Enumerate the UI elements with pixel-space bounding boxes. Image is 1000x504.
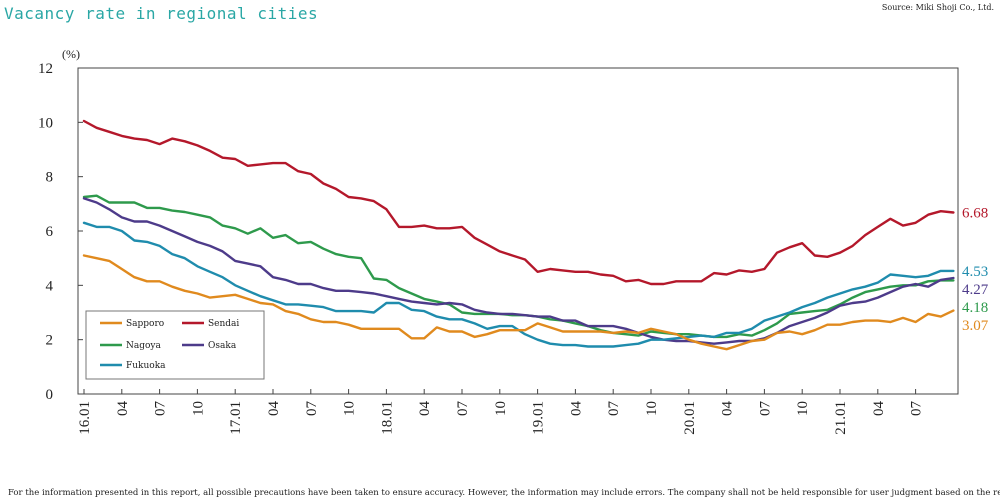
x-tick-label: 18.01 [379,401,395,435]
series-line-sendai [82,119,955,286]
x-tick-label: 10 [644,401,660,416]
chart-legend: Sapporo Sendai Nagoya Osaka Fukuoka [85,310,265,380]
y-tick-label: 6 [46,224,54,240]
legend-label-sapporo: Sapporo [126,319,164,329]
x-tick-label: 07 [455,401,471,417]
x-tick-label: 10 [190,401,206,416]
x-tick-label: 07 [757,401,773,417]
x-tick-label: 19.01 [531,401,547,435]
x-tick-label: 04 [568,401,584,417]
x-tick-label: 10 [795,401,811,416]
x-tick-label: 16.01 [77,401,93,435]
x-tick-label: 20.01 [682,401,698,435]
y-tick-label: 0 [46,387,54,403]
series-lines [82,119,955,351]
x-tick-label: 10 [493,401,509,416]
legend-label-sendai: Sendai [208,319,239,329]
x-tick-label: 04 [115,401,131,417]
x-tick-label: 04 [417,401,433,417]
y-tick-label: 10 [38,115,53,131]
x-tick-label: 04 [871,401,887,417]
x-tick-label: 10 [342,401,358,416]
legend-label-nagoya: Nagoya [126,341,162,351]
end-label-fukuoka: 4.53 [962,264,988,280]
chart-title: Vacancy rate in regional cities [4,4,319,23]
end-label-osaka: 4.27 [962,282,989,298]
x-tick-label: 07 [304,401,320,417]
end-value-labels: 6.68 4.53 4.27 4.18 3.07 [962,206,989,334]
x-tick-label: 07 [606,401,622,417]
disclaimer-footer: For the information presented in this re… [8,488,1000,498]
end-label-nagoya: 4.18 [962,300,988,316]
x-tick-label: 07 [153,401,169,417]
series-line-osaka [82,197,955,345]
source-note: Source: Miki Shoji Co., Ltd. [881,3,994,12]
legend-label-osaka: Osaka [208,341,237,351]
x-tick-label: 07 [909,401,925,417]
y-tick-label: 8 [46,170,54,186]
end-label-sapporo: 3.07 [962,318,989,334]
y-unit-label: (%) [62,47,80,61]
y-axis-ticks: 0 2 4 6 8 10 12 (%) [38,47,83,403]
y-tick-label: 2 [46,333,54,349]
end-label-sendai: 6.68 [962,206,988,222]
legend-label-fukuoka: Fukuoka [126,361,166,371]
y-tick-label: 12 [38,61,53,77]
x-tick-label: 04 [720,401,736,417]
series-line-sapporo [82,254,955,351]
x-tick-label: 21.01 [833,401,849,435]
x-tick-label: 04 [266,401,282,417]
x-tick-label: 17.01 [228,401,244,435]
x-axis-ticks: 16.01 04 07 10 17.01 04 07 10 18.01 04 07 10 19.01 04… [77,389,925,435]
y-tick-label: 4 [46,278,54,294]
